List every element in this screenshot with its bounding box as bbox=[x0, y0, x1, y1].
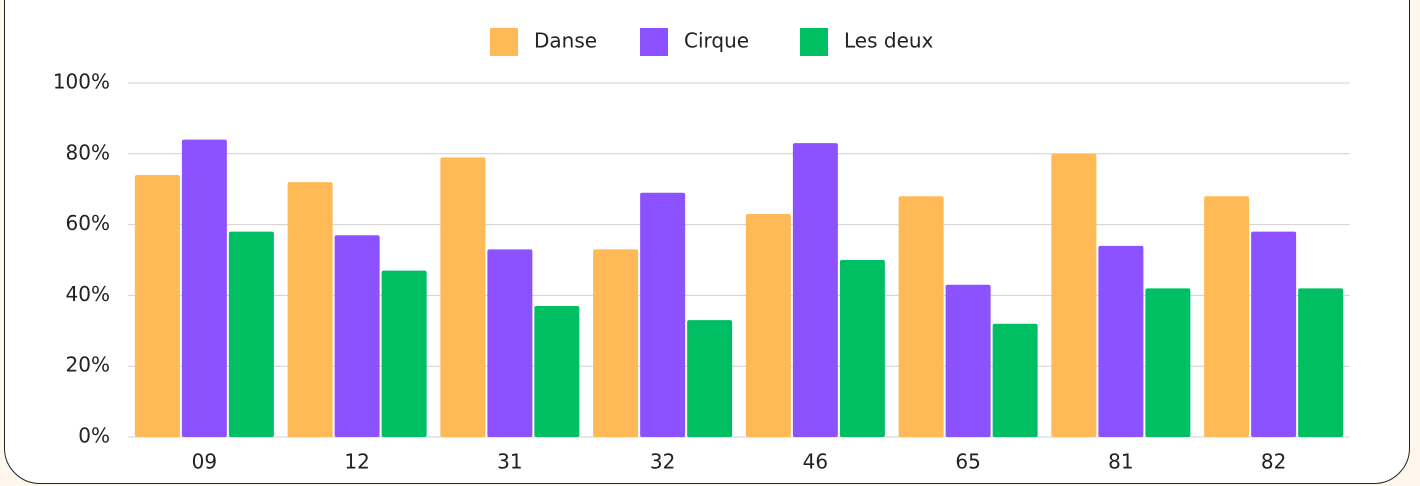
bar bbox=[745, 213, 791, 437]
y-tick-label: 40% bbox=[66, 282, 110, 306]
legend-swatch bbox=[800, 28, 828, 56]
legend-label: Danse bbox=[534, 29, 597, 53]
bar bbox=[640, 192, 686, 437]
bar bbox=[593, 249, 639, 437]
y-tick-label: 60% bbox=[66, 211, 110, 235]
bar bbox=[1098, 245, 1144, 437]
y-tick-label: 100% bbox=[53, 70, 110, 94]
legend-label: Les deux bbox=[844, 29, 934, 53]
x-tick-label: 82 bbox=[1261, 450, 1286, 474]
y-tick-label: 80% bbox=[66, 140, 110, 164]
bar bbox=[228, 231, 274, 437]
bar bbox=[792, 143, 838, 437]
bar bbox=[992, 323, 1038, 437]
bar bbox=[1051, 153, 1097, 438]
x-tick-label: 31 bbox=[497, 450, 522, 474]
bar bbox=[440, 157, 486, 437]
bar bbox=[334, 235, 380, 437]
bar bbox=[1298, 288, 1344, 437]
bar bbox=[839, 260, 885, 437]
bar bbox=[381, 270, 427, 437]
x-tick-label: 12 bbox=[344, 450, 369, 474]
bar bbox=[898, 196, 944, 437]
legend-swatch bbox=[490, 28, 518, 56]
bar bbox=[945, 284, 991, 437]
bar bbox=[487, 249, 533, 437]
x-tick-label: 81 bbox=[1108, 450, 1133, 474]
bar bbox=[534, 306, 580, 437]
x-tick-label: 09 bbox=[192, 450, 217, 474]
y-tick-label: 20% bbox=[66, 353, 110, 377]
bar bbox=[1204, 196, 1250, 437]
bar bbox=[181, 139, 227, 437]
bar bbox=[134, 175, 180, 438]
x-tick-label: 46 bbox=[803, 450, 828, 474]
legend-swatch bbox=[640, 28, 668, 56]
y-tick-label: 0% bbox=[78, 424, 110, 448]
bar bbox=[1145, 288, 1191, 437]
legend-label: Cirque bbox=[684, 29, 749, 53]
bar bbox=[1251, 231, 1297, 437]
x-tick-label: 32 bbox=[650, 450, 675, 474]
x-tick-label: 65 bbox=[955, 450, 980, 474]
bar bbox=[287, 182, 333, 437]
bar bbox=[687, 320, 733, 437]
